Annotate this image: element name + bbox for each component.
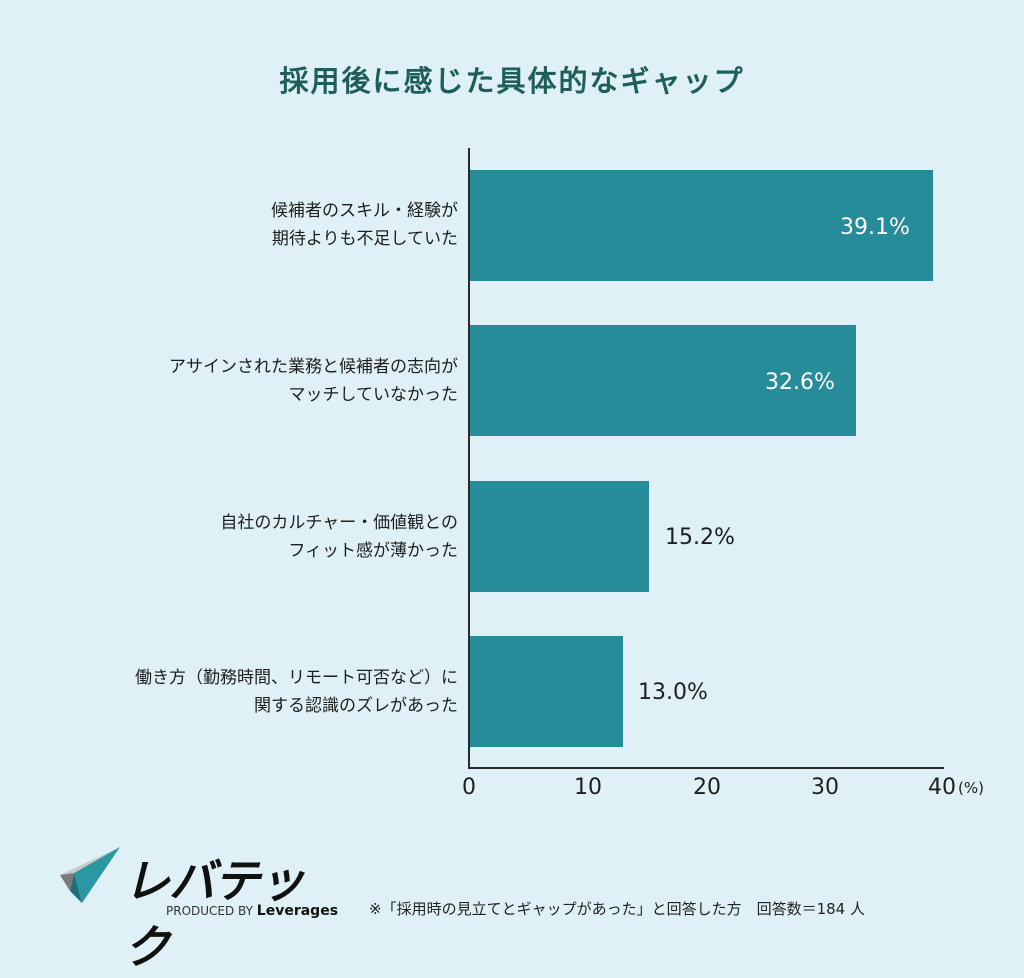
value-label: 13.0% xyxy=(638,680,708,705)
x-tick: 10 xyxy=(574,775,602,800)
brand-logo: レバテック PRODUCED BY Leverages xyxy=(58,845,338,974)
logo-wordmark: レバテック xyxy=(124,854,305,974)
x-tick: 0 xyxy=(462,775,476,800)
bar xyxy=(470,170,933,281)
x-tick: 20 xyxy=(693,775,721,800)
category-label: 働き方（勤務時間、リモート可否など）に 関する認識のズレがあった xyxy=(135,668,458,716)
x-tick: 30 xyxy=(811,775,839,800)
bar xyxy=(470,481,649,592)
logo-mark-icon xyxy=(60,847,120,903)
bar xyxy=(470,636,623,747)
x-axis-unit: (%) xyxy=(958,779,984,797)
category-label: 候補者のスキル・経験が 期待よりも不足していた xyxy=(271,201,458,249)
footnote: ※「採用時の見立てとギャップがあった」と回答した方 回答数＝184 人 xyxy=(369,900,865,918)
x-axis-line xyxy=(468,767,944,769)
y-axis-line xyxy=(468,148,470,769)
logo-subtitle: PRODUCED BY Leverages xyxy=(166,903,339,919)
category-label: 自社のカルチャー・価値観との フィット感が薄かった xyxy=(220,513,458,561)
value-label: 39.1% xyxy=(840,215,910,240)
value-label: 15.2% xyxy=(665,525,735,550)
bar xyxy=(470,325,856,436)
category-label: アサインされた業務と候補者の志向が マッチしていなかった xyxy=(169,357,458,405)
value-label: 32.6% xyxy=(765,370,835,395)
x-tick: 40 xyxy=(928,775,956,800)
chart-title: 採用後に感じた具体的なギャップ xyxy=(279,64,745,98)
